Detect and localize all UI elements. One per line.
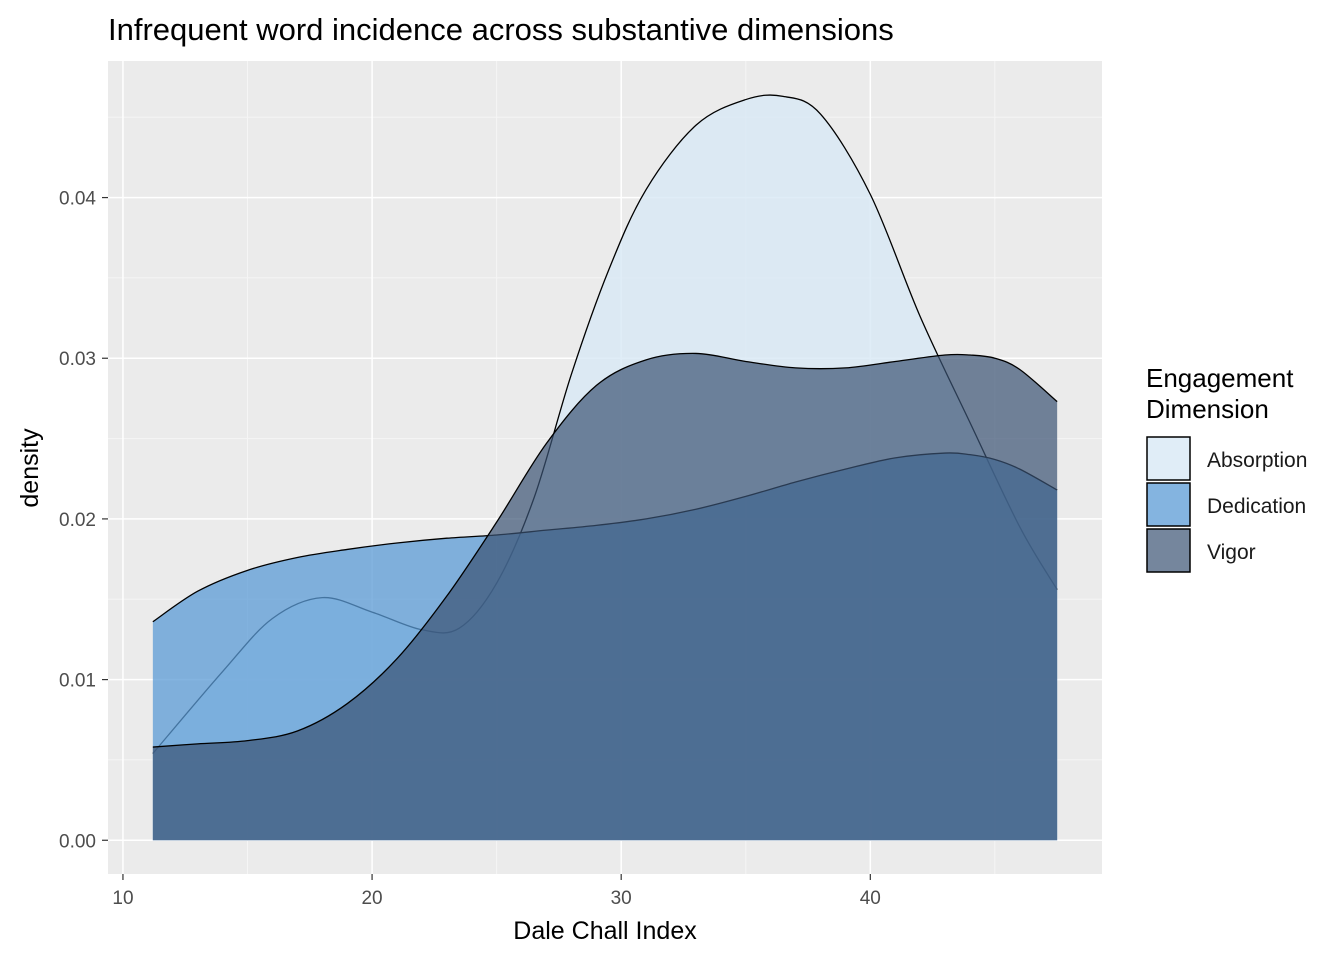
- x-axis: 10 20 30 40: [112, 874, 881, 909]
- legend-label-vigor: Vigor: [1207, 541, 1256, 564]
- legend-label-absorption: Absorption: [1207, 449, 1307, 472]
- chart-title: Infrequent word incidence across substan…: [108, 12, 894, 47]
- legend-key-dedication: [1146, 482, 1191, 527]
- y-axis: 0.00 0.01 0.02 0.03 0.04: [59, 189, 108, 852]
- legend-key-absorption: [1146, 436, 1191, 481]
- x-tick-label: 30: [611, 888, 632, 909]
- y-tick-label: 0.00: [59, 831, 96, 852]
- legend-key-vigor: [1146, 528, 1191, 573]
- legend: Engagement Dimension Absorption Dedicatio…: [1146, 363, 1307, 573]
- legend-label-dedication: Dedication: [1207, 495, 1306, 518]
- density-area-vigor: [152, 353, 1058, 841]
- legend-items: Absorption Dedication Vigor: [1146, 436, 1307, 573]
- y-tick-label: 0.03: [59, 349, 96, 370]
- y-axis-title: density: [16, 428, 44, 508]
- density-areas: [152, 94, 1058, 841]
- y-tick-label: 0.04: [59, 189, 96, 210]
- y-tick-label: 0.01: [59, 671, 96, 692]
- density-line-vigor: [152, 352, 1058, 748]
- x-tick-label: 40: [860, 888, 881, 909]
- y-tick-label: 0.02: [59, 510, 96, 531]
- x-tick-label: 20: [361, 888, 382, 909]
- legend-title-line-1: Engagement: [1146, 363, 1294, 393]
- legend-title-line-2: Dimension: [1146, 394, 1269, 424]
- x-tick-label: 10: [112, 888, 133, 909]
- x-axis-title: Dale Chall Index: [513, 917, 697, 945]
